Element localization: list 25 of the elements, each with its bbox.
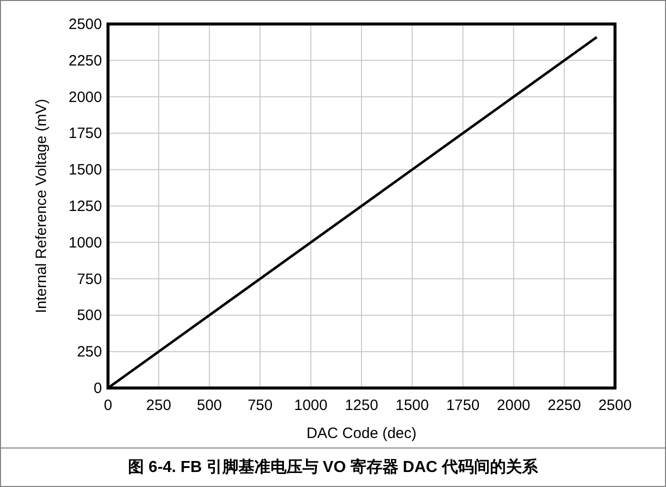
x-tick-label: 1250 bbox=[344, 397, 378, 414]
x-tick-label: 2250 bbox=[548, 397, 581, 414]
y-tick-label: 750 bbox=[76, 270, 102, 288]
x-tick-label: 250 bbox=[146, 397, 172, 414]
x-tick-label: 1000 bbox=[294, 397, 328, 414]
x-tick-label: 2000 bbox=[496, 397, 530, 414]
y-tick-label: 2250 bbox=[68, 52, 102, 70]
y-tick-label: 1750 bbox=[68, 125, 102, 142]
x-tick-label: 1500 bbox=[396, 397, 429, 414]
y-tick-label: 1250 bbox=[68, 198, 102, 215]
x-tick-label: 0 bbox=[104, 397, 112, 414]
y-tick-label: 1500 bbox=[68, 162, 102, 179]
x-axis-title: DAC Code (dec) bbox=[306, 425, 417, 442]
x-tick-label: 1750 bbox=[446, 397, 480, 414]
y-tick-label: 2500 bbox=[68, 16, 102, 33]
y-tick-label: 1000 bbox=[68, 234, 102, 252]
y-tick-label: 0 bbox=[94, 380, 102, 397]
y-tick-label: 250 bbox=[76, 344, 102, 361]
y-axis-title: Internal Reference Voltage (mV) bbox=[33, 98, 50, 314]
y-tick-label: 500 bbox=[76, 307, 102, 324]
text: 图 6-4. FB 引脚基准电压与 VO 寄存器 DAC 代码间的关系 bbox=[128, 457, 539, 476]
x-tick-label: 750 bbox=[248, 397, 273, 414]
x-tick-label: 2500 bbox=[598, 397, 632, 414]
y-tick-label: 2000 bbox=[68, 88, 102, 106]
x-tick-label: 500 bbox=[196, 397, 222, 414]
